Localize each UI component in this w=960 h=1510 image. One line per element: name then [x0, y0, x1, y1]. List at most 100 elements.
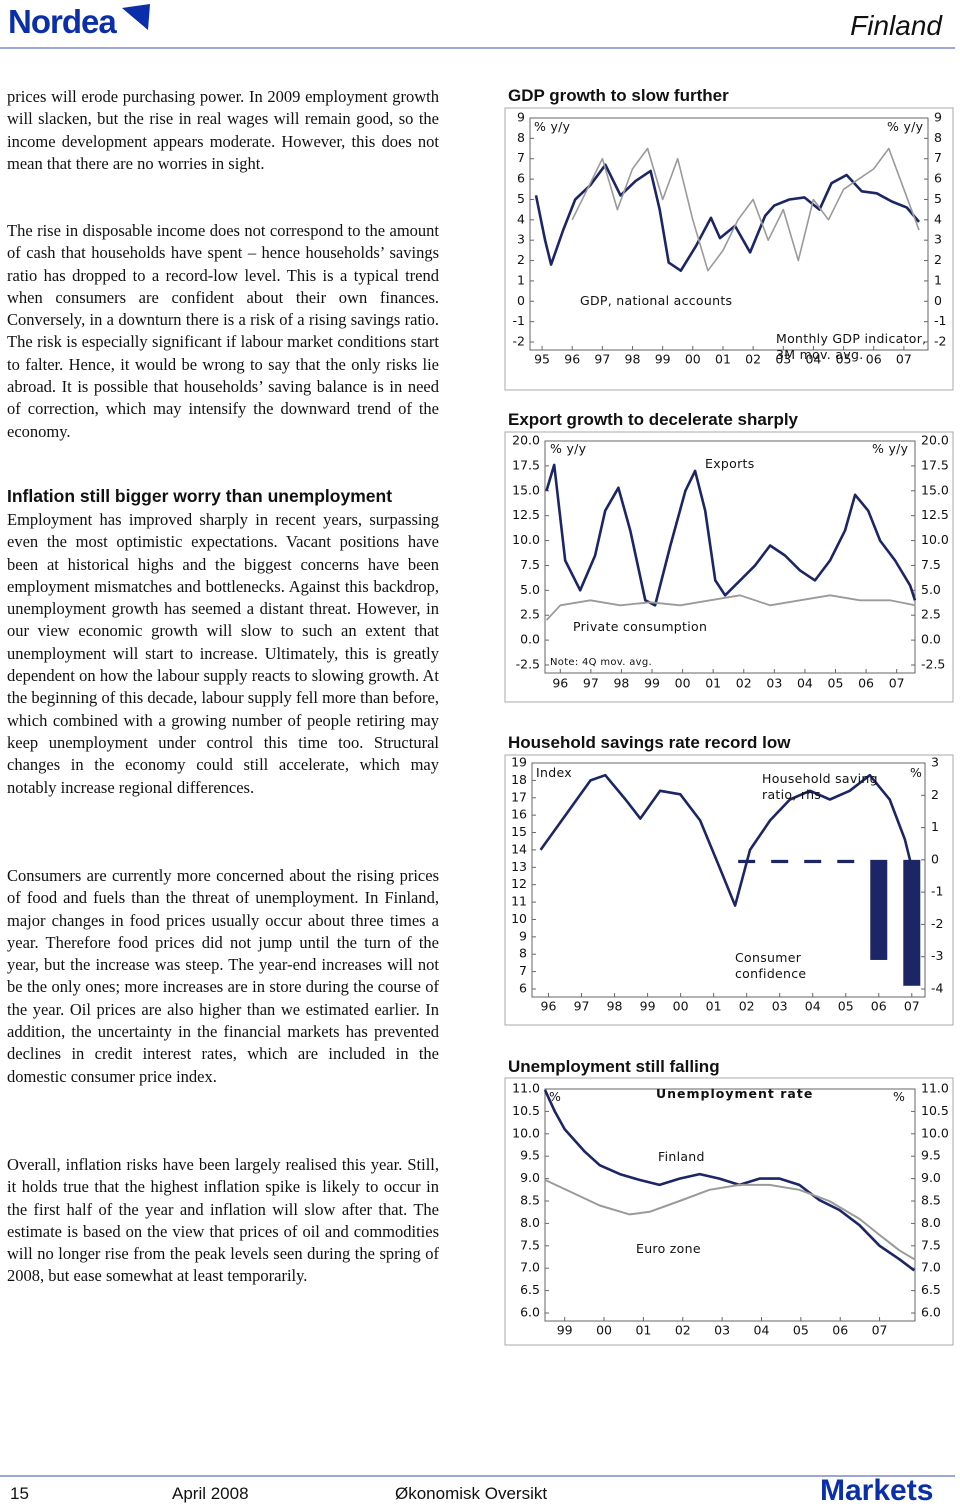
series-label: Consumer confidence [735, 950, 807, 981]
axis-label: % [910, 765, 923, 780]
y-tick-label: 6 [519, 981, 527, 996]
y2-tick-label: -1 [934, 313, 946, 328]
chart-note: Note: 4Q mov. avg. [550, 657, 652, 668]
y2-tick-label: 11.0 [921, 1081, 949, 1096]
bar [870, 859, 888, 960]
y-tick-label: 17 [511, 789, 527, 804]
chart-subtitle: Unemployment rate [656, 1086, 814, 1101]
axis-label: % y/y [550, 441, 587, 456]
x-tick-label: 03 [714, 1323, 730, 1338]
y-tick-label: 20.0 [512, 433, 540, 448]
x-tick-label: 99 [644, 676, 660, 691]
y-tick-label: 15.0 [512, 482, 540, 497]
y2-tick-label: -3 [931, 948, 943, 963]
y2-tick-label: 10.5 [921, 1103, 949, 1118]
x-tick-label: 06 [858, 676, 874, 691]
y2-tick-label: 17.5 [921, 457, 949, 472]
y-tick-label: 5 [517, 191, 525, 206]
x-tick-label: 05 [838, 999, 854, 1014]
y-tick-label: 8 [519, 946, 527, 961]
x-tick-label: 00 [685, 352, 701, 367]
y2-tick-label: 1 [931, 819, 939, 834]
series-line [571, 147, 920, 272]
x-tick-label: 04 [805, 352, 821, 367]
y-tick-label: 7 [519, 963, 527, 978]
y-tick-label: 19 [511, 755, 527, 770]
x-tick-label: 99 [655, 352, 671, 367]
series-line [544, 1178, 915, 1261]
series-label: Finland [658, 1149, 705, 1164]
x-tick-label: 07 [904, 999, 920, 1014]
y2-tick-label: 8.5 [921, 1193, 941, 1208]
chart-title: GDP growth to slow further [508, 86, 729, 105]
x-tick-label: 03 [772, 999, 788, 1014]
y2-tick-label: 7.5 [921, 1237, 941, 1252]
section-heading: Inflation still bigger worry than unempl… [7, 486, 393, 506]
y2-tick-label: 1 [934, 272, 942, 287]
footer-date: April 2008 [172, 1484, 249, 1503]
x-tick-label: 01 [705, 676, 721, 691]
y2-tick-label: 9.0 [921, 1170, 941, 1185]
x-tick-label: 04 [754, 1323, 770, 1338]
x-tick-label: 02 [675, 1323, 691, 1338]
footer-publication: Økonomisk Oversikt [395, 1484, 548, 1503]
y-tick-label: -2.5 [516, 657, 540, 672]
y2-tick-label: 2 [931, 787, 939, 802]
x-tick-label: 04 [797, 676, 813, 691]
x-tick-label: 99 [640, 999, 656, 1014]
y-tick-label: -1 [513, 313, 525, 328]
y-tick-label: 4 [517, 211, 525, 226]
x-tick-label: 95 [534, 352, 550, 367]
y-tick-label: 18 [511, 772, 527, 787]
axis-label: % y/y [887, 119, 924, 134]
chart-frame [504, 431, 954, 703]
axis-label: % [549, 1089, 562, 1104]
bar [837, 859, 855, 864]
y2-tick-label: 0 [931, 851, 939, 866]
y2-tick-label: 2.5 [921, 607, 941, 622]
y2-tick-label: -1 [931, 884, 943, 899]
x-tick-label: 99 [557, 1323, 573, 1338]
x-tick-label: 98 [607, 999, 623, 1014]
x-tick-label: 01 [706, 999, 722, 1014]
axis-label: % [893, 1089, 906, 1104]
series-line [534, 163, 920, 272]
y-tick-label: 3 [517, 232, 525, 247]
y2-tick-label: 5 [934, 191, 942, 206]
x-tick-label: 00 [675, 676, 691, 691]
series-label: Euro zone [636, 1241, 701, 1256]
y2-tick-label: 4 [934, 211, 942, 226]
x-tick-label: 05 [836, 352, 852, 367]
y2-tick-label: 5.0 [921, 582, 941, 597]
x-tick-label: 01 [715, 352, 731, 367]
y-tick-label: 8.0 [520, 1215, 540, 1230]
paragraph: Consumers are currently more concerned a… [7, 866, 439, 1086]
series-label: Private consumption [573, 619, 708, 634]
y2-tick-label: -2 [934, 334, 946, 349]
series-line [545, 463, 917, 607]
y-tick-label: 17.5 [512, 457, 540, 472]
y2-tick-label: 8.0 [921, 1215, 941, 1230]
y-tick-label: 9.0 [520, 1170, 540, 1185]
y2-tick-label: 7.5 [921, 557, 941, 572]
y-tick-label: 7.5 [520, 1237, 540, 1252]
y-tick-label: 2.5 [520, 607, 540, 622]
logo: Nordea [8, 3, 117, 40]
y-tick-label: 15 [511, 824, 527, 839]
axis-label: % y/y [534, 119, 571, 134]
x-tick-label: 07 [889, 676, 905, 691]
x-tick-label: 00 [673, 999, 689, 1014]
y2-tick-label: 10.0 [921, 532, 949, 547]
y2-tick-label: 3 [931, 755, 939, 770]
x-tick-label: 97 [574, 999, 590, 1014]
y2-tick-label: -2 [931, 916, 943, 931]
x-tick-label: 06 [832, 1323, 848, 1338]
y-tick-label: 12 [511, 876, 527, 891]
y-tick-label: 8 [517, 130, 525, 145]
y2-tick-label: -2.5 [921, 657, 945, 672]
y2-tick-label: 6.0 [921, 1305, 941, 1320]
y-tick-label: 5.0 [520, 582, 540, 597]
x-tick-label: 06 [866, 352, 882, 367]
plot-area [544, 1088, 916, 1322]
x-tick-label: 98 [625, 352, 641, 367]
